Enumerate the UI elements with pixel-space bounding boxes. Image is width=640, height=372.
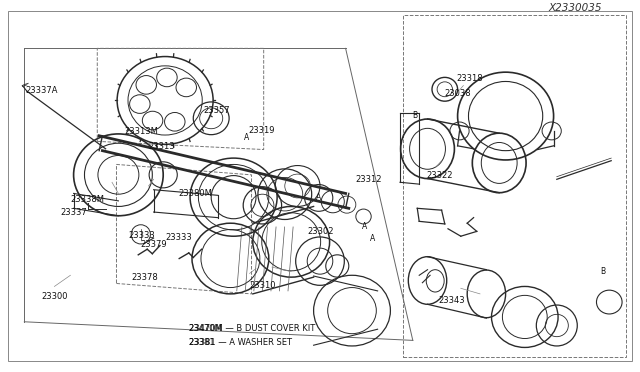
Text: X2330035: X2330035 (548, 3, 602, 13)
Text: A: A (244, 133, 250, 142)
Text: 23381: 23381 (189, 338, 216, 347)
Text: B: B (600, 267, 605, 276)
Text: 23470M — B DUST COVER KIT: 23470M — B DUST COVER KIT (189, 324, 315, 333)
Text: B: B (412, 111, 417, 120)
Text: 23378: 23378 (131, 273, 158, 282)
Text: 23322: 23322 (427, 171, 453, 180)
Text: 23312: 23312 (355, 175, 381, 184)
Text: 23357: 23357 (204, 106, 230, 115)
Text: 23038: 23038 (444, 89, 471, 98)
Text: 23337: 23337 (61, 208, 88, 217)
Text: 23380M: 23380M (178, 189, 212, 198)
Text: 23333: 23333 (165, 232, 192, 241)
Text: 23343: 23343 (438, 296, 465, 305)
Text: 23338M: 23338M (70, 195, 104, 204)
Bar (403, 15, 626, 357)
Text: 23318: 23318 (456, 74, 483, 83)
Text: 23302: 23302 (307, 227, 333, 236)
Text: A: A (370, 234, 375, 243)
Text: 23319: 23319 (248, 126, 275, 135)
Text: 23310: 23310 (250, 281, 276, 290)
Text: A: A (362, 222, 367, 231)
Text: 23379: 23379 (141, 240, 168, 249)
Text: 23333: 23333 (128, 231, 155, 240)
Text: 23300: 23300 (42, 292, 68, 301)
Text: 23337A: 23337A (26, 86, 58, 94)
Text: 23470M: 23470M (189, 324, 223, 333)
Text: 23313M: 23313M (125, 127, 159, 136)
Text: 23313: 23313 (148, 142, 175, 151)
Text: 23381 — A WASHER SET: 23381 — A WASHER SET (189, 338, 292, 347)
Text: A: A (316, 193, 321, 202)
